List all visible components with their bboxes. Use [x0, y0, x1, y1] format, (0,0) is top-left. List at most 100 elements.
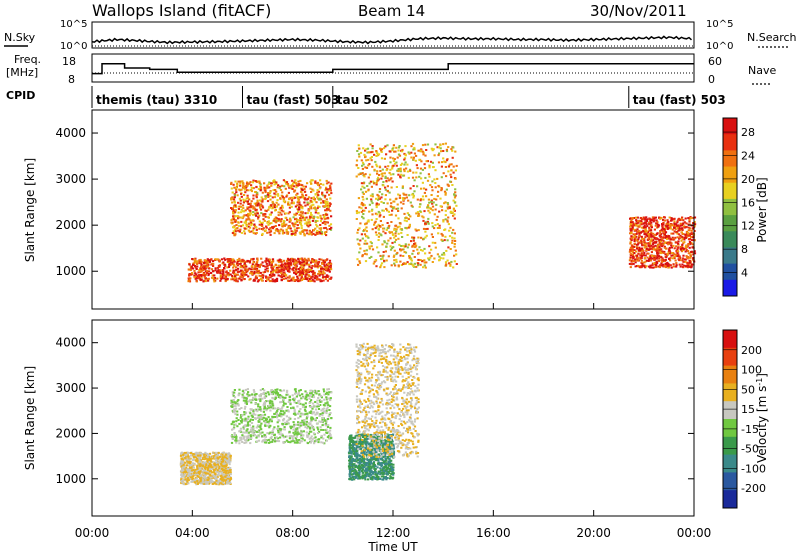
power-cell	[636, 220, 640, 223]
power-cell	[355, 175, 358, 178]
power-cell	[388, 224, 391, 227]
power-cell	[300, 220, 303, 223]
power-cell	[674, 241, 677, 244]
velocity-cell	[204, 472, 207, 475]
power-cell	[404, 245, 407, 248]
power-cell	[423, 247, 426, 250]
velocity-cell	[316, 399, 319, 402]
power-cell	[250, 189, 253, 191]
power-cell	[278, 187, 281, 190]
power-cell	[651, 243, 655, 246]
power-cell	[242, 198, 245, 201]
power-cell	[243, 194, 246, 196]
power-cell	[288, 220, 291, 223]
power-cell	[393, 200, 396, 203]
power-cell	[691, 227, 695, 230]
velocity-cell	[305, 396, 308, 398]
power-cell	[688, 265, 692, 268]
velocity-cell	[210, 460, 213, 463]
power-cell	[205, 270, 209, 273]
power-cell	[357, 197, 360, 200]
velocity-cell	[252, 396, 255, 399]
velocity-cell	[213, 475, 216, 478]
power-cell	[224, 280, 227, 283]
power-cell	[290, 233, 293, 235]
power-cell	[417, 149, 420, 152]
velocity-cell	[186, 482, 189, 485]
velocity-cell	[301, 393, 304, 396]
power-cell	[242, 207, 245, 210]
power-cell	[444, 161, 447, 164]
velocity-cell	[188, 471, 191, 474]
power-cell	[411, 252, 414, 255]
power-cell	[426, 220, 429, 223]
power-cell	[380, 157, 384, 160]
power-cell	[265, 276, 268, 279]
power-cell	[273, 273, 276, 276]
power-cell	[652, 262, 655, 265]
power-cell	[390, 202, 393, 205]
power-cell	[325, 275, 328, 278]
power-cell	[395, 161, 398, 164]
power-cell	[397, 146, 401, 149]
velocity-cell	[196, 464, 199, 467]
power-cell	[322, 183, 325, 186]
power-cell	[667, 241, 670, 244]
power-ylabel: Slant Range [km]	[23, 158, 37, 262]
power-cell	[442, 257, 445, 260]
power-cell	[377, 195, 380, 198]
power-cell	[233, 196, 236, 199]
velocity-cell	[195, 460, 198, 463]
velocity-cell	[183, 474, 187, 477]
velocity-cell	[189, 464, 192, 467]
power-cell	[261, 223, 264, 226]
power-cell	[325, 182, 329, 185]
power-cell	[285, 230, 288, 233]
power-cell	[300, 205, 303, 208]
velocity-cell	[200, 471, 203, 474]
velocity-cell	[242, 428, 245, 431]
power-cell	[433, 227, 436, 230]
power-cell	[246, 184, 249, 187]
power-cell	[684, 258, 687, 261]
power-cell	[442, 219, 445, 222]
power-cell	[429, 207, 433, 210]
velocity-cell	[217, 451, 220, 454]
velocity-cell	[187, 479, 190, 482]
power-cell	[360, 207, 363, 210]
velocity-cell	[262, 393, 265, 396]
power-cell	[244, 260, 247, 263]
power-cell	[356, 150, 359, 152]
power-cell	[441, 234, 444, 237]
power-cell	[252, 194, 255, 197]
power-cell	[193, 274, 196, 277]
power-cell	[381, 243, 384, 246]
power-cell	[281, 206, 284, 209]
velocity-cell	[261, 431, 264, 434]
velocity-cell	[181, 461, 184, 464]
power-cell	[426, 205, 429, 208]
nsearch-tick-bottom: 10^0	[706, 41, 733, 52]
power-cell	[440, 187, 443, 189]
power-cell	[323, 214, 326, 217]
freq-series-line	[92, 63, 694, 75]
power-cell	[360, 233, 363, 236]
velocity-cell	[201, 462, 204, 465]
velocity-cell	[206, 478, 209, 481]
power-cell	[258, 181, 261, 184]
power-cell	[205, 262, 208, 265]
power-cell	[656, 254, 659, 257]
power-cell	[328, 204, 331, 207]
power-cell	[453, 254, 456, 257]
power-cell	[329, 265, 332, 268]
power-cell	[423, 261, 426, 264]
nsky-tick-bottom: 10^0	[60, 41, 87, 52]
power-cell	[656, 251, 659, 254]
power-cell	[327, 206, 330, 209]
power-cell	[667, 222, 670, 225]
power-cell	[238, 197, 241, 200]
power-cell	[440, 232, 443, 235]
power-cell	[280, 268, 283, 271]
power-cell	[410, 262, 413, 265]
velocity-cell	[277, 440, 281, 443]
